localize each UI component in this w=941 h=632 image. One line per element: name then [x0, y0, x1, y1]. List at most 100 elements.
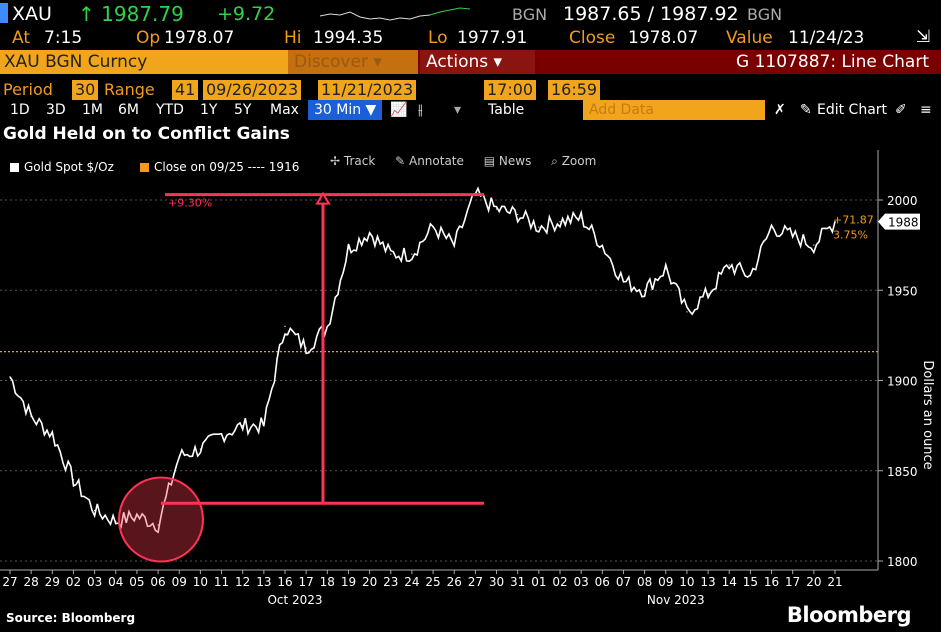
- btn-1m[interactable]: 1M: [82, 102, 103, 118]
- btn-6m[interactable]: 6M: [118, 102, 139, 118]
- period-input[interactable]: 30: [72, 80, 99, 100]
- x-tick-label: 10: [193, 575, 208, 589]
- settings-icon[interactable]: ✗: [774, 102, 786, 118]
- ticker[interactable]: XAU: [0, 3, 52, 25]
- security-field[interactable]: XAU BGN Curncy: [0, 50, 288, 74]
- actions-button[interactable]: Actions ▾: [420, 50, 535, 74]
- x-tick-label: 23: [383, 575, 398, 589]
- data-point: [51, 434, 53, 436]
- stats-bar: At 7:15 Op 1978.07 Hi 1994.35 Lo 1977.91…: [0, 27, 941, 49]
- btn-ytd[interactable]: YTD: [156, 102, 184, 118]
- zoom-tool[interactable]: ⌕ Zoom: [551, 154, 597, 168]
- btn-1d[interactable]: 1D: [10, 102, 30, 118]
- x-tick-label: 30: [489, 575, 504, 589]
- net-change: +9.72: [217, 3, 276, 25]
- x-tick-label: 06: [595, 575, 610, 589]
- x-tick-label: 09: [658, 575, 673, 589]
- data-point: [199, 448, 201, 450]
- range-input[interactable]: 41: [172, 80, 199, 100]
- annotation-pct-label: +9.30%: [168, 197, 212, 210]
- line-chart-icon[interactable]: 📈: [390, 102, 408, 118]
- x-tick-label: 04: [108, 575, 123, 589]
- x-tick-label: 24: [404, 575, 419, 589]
- btn-max[interactable]: Max: [270, 102, 299, 118]
- close-swatch: [140, 163, 149, 172]
- y-tick-label: 1950: [887, 284, 918, 298]
- sparkline-icon: [320, 7, 470, 21]
- annotate-tool[interactable]: ✎ Annotate: [395, 154, 464, 168]
- discover-button[interactable]: Discover ▾: [288, 50, 418, 74]
- data-point: [622, 280, 625, 282]
- controls-bar: 1D 3D 1M 6M YTD 1Y 5Y Max 30 Min ▼ 📈 ⫲ ▾…: [0, 100, 941, 120]
- series-line-gold-spot: [9, 186, 836, 534]
- candle-icon[interactable]: ⫲: [418, 102, 423, 118]
- x-tick-label: 31: [510, 575, 525, 589]
- export-icon[interactable]: ⇲: [916, 27, 931, 47]
- range-label: Range: [104, 80, 155, 99]
- y-tick-label: 1800: [887, 555, 918, 569]
- legend-close: Close on 09/25 ---- 1916: [140, 160, 299, 174]
- x-tick-label: 19: [341, 575, 356, 589]
- end-date-input[interactable]: 11/21/2023: [318, 80, 417, 100]
- close-value: 1978.07: [628, 28, 699, 48]
- source-2: BGN: [747, 5, 783, 24]
- pencil-icon[interactable]: ✐: [895, 102, 907, 118]
- x-tick-label: 17: [785, 575, 800, 589]
- x-tick-label: 02: [66, 575, 81, 589]
- x-tick-label: 20: [806, 575, 821, 589]
- x-tick-label: 06: [150, 575, 165, 589]
- y-tick-label: 1900: [887, 375, 918, 389]
- x-tick-label: 02: [552, 575, 567, 589]
- time-start-input[interactable]: 17:00: [484, 80, 537, 100]
- news-tool[interactable]: ▤ News: [483, 154, 532, 168]
- data-point: [136, 515, 138, 517]
- data-point: [432, 226, 434, 228]
- y-tick-label: 2000: [887, 194, 918, 208]
- x-tick-label: 21: [827, 575, 842, 589]
- x-tick-label: 11: [214, 575, 229, 589]
- y-axis-label: Dollars an ounce: [920, 360, 935, 469]
- last-value-label: 1988: [888, 216, 919, 230]
- highlight-circle: [118, 476, 204, 563]
- change-label: +71.87: [833, 214, 874, 227]
- data-point: [157, 524, 159, 526]
- x-tick-label: 13: [256, 575, 271, 589]
- interval-dropdown[interactable]: 30 Min ▼: [308, 100, 383, 120]
- btn-5y[interactable]: 5Y: [234, 102, 252, 118]
- data-point: [411, 253, 413, 255]
- data-point: [390, 253, 392, 255]
- table-button[interactable]: Table: [488, 102, 525, 118]
- data-point: [94, 509, 96, 512]
- btn-1y[interactable]: 1Y: [200, 102, 218, 118]
- data-point: [601, 244, 603, 246]
- data-point: [538, 226, 540, 228]
- add-data-input[interactable]: Add Data: [583, 100, 765, 120]
- start-date-input[interactable]: 09/26/2023: [203, 80, 302, 100]
- function-name: G 1107887: Line Chart: [736, 52, 929, 72]
- last-value-tag: [878, 213, 920, 230]
- time-end-input[interactable]: 16:59: [548, 80, 601, 100]
- x-tick-label: 15: [743, 575, 758, 589]
- btn-3d[interactable]: 3D: [46, 102, 66, 118]
- y-tick-label: 1850: [887, 465, 918, 479]
- hi-value: 1994.35: [313, 28, 384, 48]
- chart-type-dropdown-icon[interactable]: ▾: [454, 102, 462, 118]
- track-tool[interactable]: ✢ Track: [330, 154, 376, 168]
- edit-chart-button[interactable]: Edit Chart: [817, 102, 888, 118]
- x-tick-label: 25: [425, 575, 440, 589]
- data-point: [495, 208, 498, 210]
- data-point: [115, 520, 117, 522]
- menu-icon[interactable]: ≡: [920, 102, 932, 118]
- x-tick-label: 10: [679, 575, 694, 589]
- chart-tools: ✢ Track ✎ Annotate ▤ News ⌕ Zoom: [330, 154, 612, 169]
- data-point: [728, 264, 730, 266]
- x-tick-label: 12: [235, 575, 250, 589]
- line-chart[interactable]: 1800 1850 1900 1950 2000 Dollars an ounce 27 28…: [0, 150, 941, 610]
- x-tick-label: 07: [616, 575, 631, 589]
- edit-chart-icon[interactable]: ✎: [800, 102, 812, 118]
- op-value: 1978.07: [164, 28, 235, 48]
- at-value: 7:15: [44, 28, 83, 48]
- legend-series: Gold Spot $/Oz: [10, 160, 114, 174]
- data-point: [834, 221, 836, 223]
- bid-ask: 1987.65 / 1987.92: [563, 3, 739, 25]
